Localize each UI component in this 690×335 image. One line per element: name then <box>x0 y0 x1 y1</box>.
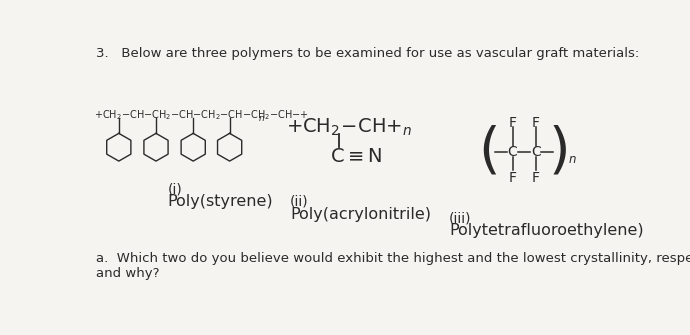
Text: F: F <box>509 171 517 185</box>
Text: (iii): (iii) <box>449 212 471 226</box>
Text: (i): (i) <box>168 183 182 197</box>
Text: $+$CH$_2$$-$CH$-$CH$_2$$-$CH$-$CH$_2$$-$CH$-$CH$_2$$-$CH$-$$+$: $+$CH$_2$$-$CH$-$CH$_2$$-$CH$-$CH$_2$$-$… <box>94 108 308 122</box>
Text: F: F <box>532 116 540 130</box>
Text: $+$CH$_2\!-\!$CH$+_n$: $+$CH$_2\!-\!$CH$+_n$ <box>286 117 413 138</box>
Text: (ii): (ii) <box>290 195 308 209</box>
Text: C: C <box>508 145 518 159</box>
Text: F: F <box>509 116 517 130</box>
Text: 3.   Below are three polymers to be examined for use as vascular graft materials: 3. Below are three polymers to be examin… <box>95 47 639 60</box>
Text: a.  Which two do you believe would exhibit the highest and the lowest crystallin: a. Which two do you believe would exhibi… <box>95 252 690 280</box>
Text: Poly(styrene): Poly(styrene) <box>168 194 273 209</box>
Text: Polytetrafluoroethylene): Polytetrafluoroethylene) <box>449 223 644 239</box>
Text: C$\equiv$N: C$\equiv$N <box>330 147 382 166</box>
Text: F: F <box>532 171 540 185</box>
Text: (: ( <box>478 125 500 179</box>
Text: Poly(acrylonitrile): Poly(acrylonitrile) <box>290 206 431 221</box>
Text: $n$: $n$ <box>258 114 266 123</box>
Text: $n$: $n$ <box>569 153 577 166</box>
Text: ): ) <box>548 125 570 179</box>
Text: C: C <box>531 145 541 159</box>
